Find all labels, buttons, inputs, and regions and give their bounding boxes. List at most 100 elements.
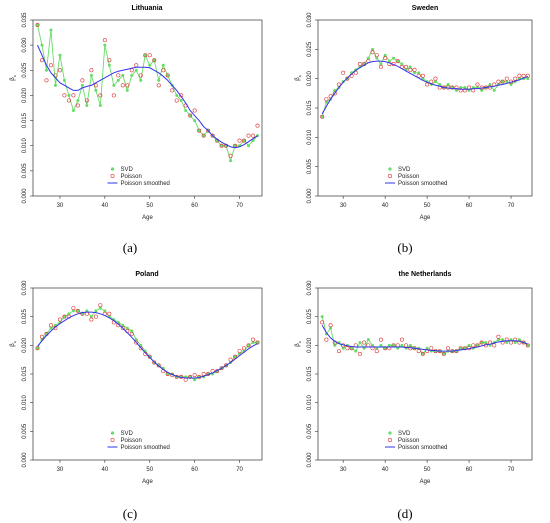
point-poisson: [147, 354, 152, 359]
legend-swatch-poisson: [110, 437, 115, 442]
point-svd: [387, 59, 391, 63]
point-poisson: [425, 82, 430, 87]
point-poisson: [378, 64, 383, 69]
point-poisson: [39, 334, 44, 339]
point-svd: [358, 340, 362, 344]
point-svd: [446, 83, 450, 87]
series-line-poisson-smoothed: [321, 325, 528, 352]
point-svd: [366, 56, 370, 60]
y-axis-subscript: x: [297, 75, 302, 77]
point-svd: [125, 326, 129, 330]
point-poisson: [454, 85, 459, 90]
y-tick-label: 0.015: [307, 366, 313, 382]
point-svd: [375, 56, 379, 60]
point-poisson: [479, 340, 484, 345]
point-svd: [417, 71, 421, 75]
point-poisson: [513, 337, 518, 342]
point-svd: [333, 343, 337, 347]
point-svd: [35, 23, 39, 27]
point-svd: [256, 340, 260, 344]
y-tick-label: 0.015: [22, 366, 28, 382]
point-poisson: [201, 133, 206, 138]
point-svd: [408, 65, 412, 69]
plot-frame: [32, 287, 263, 461]
point-poisson: [370, 346, 375, 351]
x-tick-label: 50: [146, 467, 153, 473]
y-tick-label: 0.000: [307, 188, 313, 204]
point-poisson: [462, 346, 467, 351]
chart-panel-4: the Netherlands 30 40 50 60 70 0.000 0.005 0.010…: [295, 271, 533, 521]
point-svd: [251, 340, 255, 344]
point-svd: [107, 63, 111, 67]
x-tick-label: 70: [236, 467, 243, 473]
y-tick-label: 0.020: [22, 87, 28, 103]
point-svd: [433, 80, 437, 84]
point-poisson: [147, 53, 152, 58]
chart-title: Poland: [135, 271, 158, 278]
point-svd: [103, 43, 107, 47]
x-tick-label: 50: [146, 203, 153, 209]
point-poisson: [517, 73, 522, 78]
point-poisson: [475, 82, 480, 87]
point-poisson: [242, 346, 247, 351]
point-poisson: [237, 138, 242, 143]
y-axis-subscript: x: [12, 341, 17, 343]
y-axis-subscript: x: [12, 75, 17, 77]
legend-swatch-poisson: [387, 437, 392, 442]
point-poisson: [219, 143, 224, 148]
point-poisson: [125, 83, 130, 88]
legend-label-svd: SVD: [121, 431, 134, 437]
point-svd: [475, 343, 479, 347]
point-poisson: [324, 97, 329, 102]
legend-label-poisson: Poisson: [398, 438, 419, 444]
point-poisson: [320, 320, 325, 325]
point-poisson: [93, 314, 98, 319]
point-svd: [324, 100, 328, 104]
y-tick-label: 0.010: [307, 394, 313, 410]
point-svd: [371, 47, 375, 51]
point-poisson: [192, 373, 197, 378]
point-poisson: [156, 83, 161, 88]
point-svd: [526, 343, 530, 347]
point-svd: [220, 144, 224, 148]
y-axis-symbol: β: [10, 343, 16, 347]
y-tick-label: 0.020: [307, 70, 313, 86]
y-tick-label: 0.020: [307, 337, 313, 353]
y-tick-label: 0.000: [22, 188, 28, 204]
legend-label-poisson-smoothed: Poisson smoothed: [121, 181, 170, 187]
point-svd: [202, 134, 206, 138]
point-poisson: [496, 79, 501, 84]
point-poisson: [341, 70, 346, 75]
point-svd: [354, 349, 358, 353]
point-svd: [197, 129, 201, 133]
x-tick-label: 40: [382, 467, 389, 473]
point-svd: [148, 63, 152, 67]
y-tick-label: 0.035: [22, 12, 28, 28]
point-svd: [35, 346, 39, 350]
series-line-svd: [321, 48, 528, 117]
x-axis-label: Age: [420, 479, 431, 485]
point-svd: [139, 78, 143, 82]
x-tick-label: 40: [101, 203, 108, 209]
point-poisson: [525, 73, 530, 78]
y-tick-label: 0.025: [22, 308, 28, 324]
point-svd: [421, 77, 425, 81]
point-poisson: [89, 68, 94, 73]
point-poisson: [143, 53, 148, 58]
y-axis-symbol: β: [10, 77, 16, 81]
point-poisson: [374, 349, 379, 354]
point-poisson: [500, 340, 505, 345]
point-poisson: [504, 337, 509, 342]
point-svd: [188, 114, 192, 118]
point-poisson: [44, 78, 49, 83]
point-svd: [501, 338, 505, 342]
legend-label-poisson-smoothed: Poisson smoothed: [121, 445, 170, 451]
point-svd: [89, 315, 93, 319]
point-poisson: [156, 363, 161, 368]
point-poisson: [228, 357, 233, 362]
point-poisson: [429, 79, 434, 84]
point-poisson: [336, 349, 341, 354]
point-poisson: [134, 340, 139, 345]
point-poisson: [462, 88, 467, 93]
point-poisson: [48, 323, 53, 328]
